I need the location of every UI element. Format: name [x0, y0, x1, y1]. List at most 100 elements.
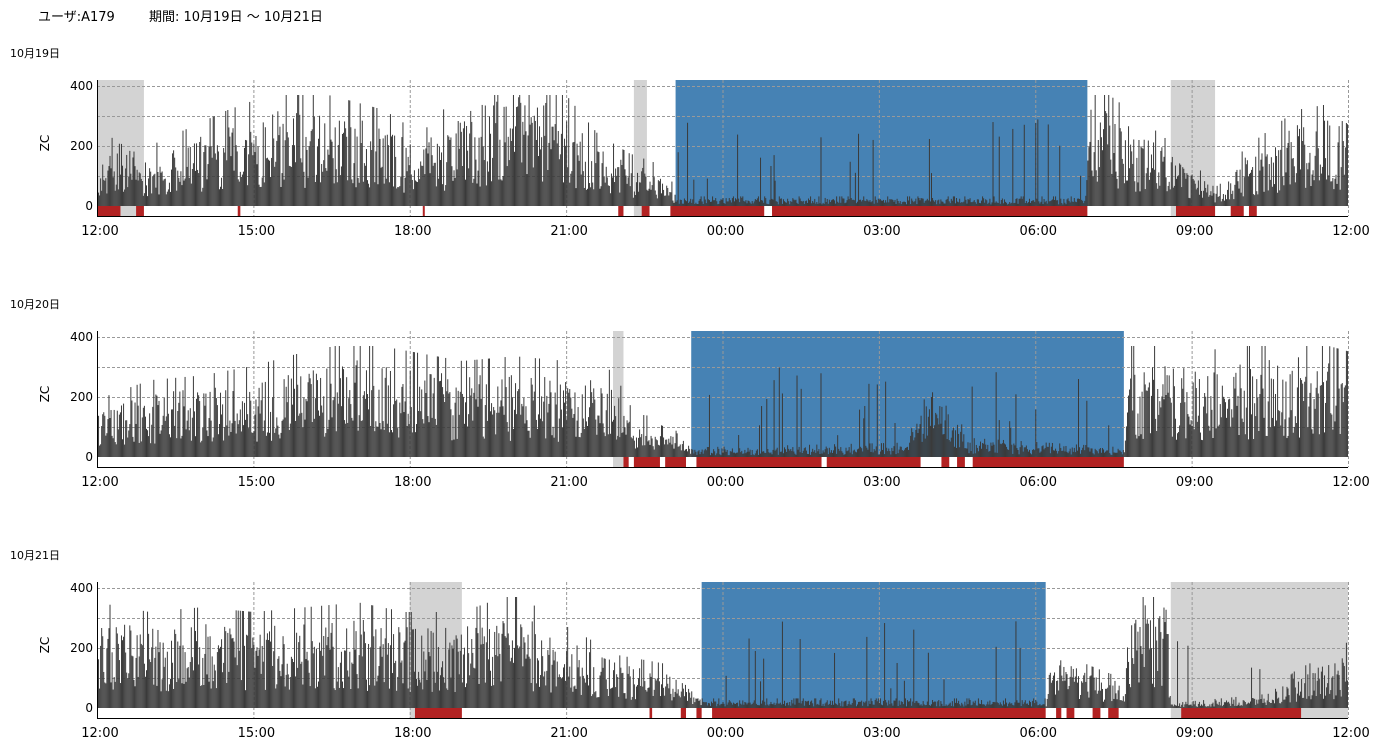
activity-bar — [737, 134, 739, 206]
activity-bar — [874, 450, 876, 457]
activity-bar — [160, 172, 162, 206]
activity-bar — [1110, 454, 1112, 457]
activity-bar — [1105, 111, 1107, 206]
activity-bar — [794, 704, 796, 708]
activity-bar — [250, 611, 252, 708]
activity-bar — [840, 447, 842, 457]
activity-bar — [555, 686, 557, 708]
activity-bar — [272, 397, 274, 457]
activity-bar — [1101, 150, 1103, 206]
activity-bar — [711, 701, 713, 708]
activity-bar — [1244, 157, 1246, 206]
activity-bar — [1089, 676, 1091, 708]
activity-bar — [1215, 428, 1217, 457]
activity-bar — [1333, 347, 1335, 457]
activity-bar — [1301, 109, 1303, 206]
activity-bar — [666, 439, 668, 457]
activity-bar — [1150, 648, 1152, 708]
activity-bar — [1011, 444, 1013, 457]
activity-bar — [275, 688, 277, 708]
activity-bar — [531, 384, 533, 457]
activity-bar — [270, 641, 272, 708]
activity-bar — [859, 199, 861, 206]
activity-bar — [1285, 696, 1287, 708]
activity-bar — [797, 449, 799, 457]
activity-bar — [620, 159, 622, 206]
activity-bar — [1135, 191, 1137, 206]
activity-bar — [904, 698, 906, 708]
activity-bar — [242, 171, 244, 206]
activity-bar — [603, 176, 605, 206]
activity-bar — [1228, 701, 1230, 708]
activity-bar — [292, 118, 294, 206]
activity-bar — [1032, 700, 1034, 708]
activity-bar — [666, 674, 668, 708]
activity-bar — [573, 414, 575, 457]
activity-bar — [1180, 164, 1182, 206]
activity-bar — [1042, 445, 1044, 457]
x-tick-label: 18:00 — [394, 475, 431, 490]
activity-bar — [572, 417, 574, 457]
activity-bar — [256, 164, 258, 206]
activity-bar — [169, 437, 171, 457]
activity-bar — [205, 145, 207, 206]
activity-bar — [323, 396, 325, 457]
activity-bar — [941, 406, 943, 457]
rest-marker — [665, 457, 687, 467]
activity-bar — [273, 651, 275, 708]
activity-bar — [1070, 666, 1072, 708]
activity-bar — [1312, 673, 1314, 708]
activity-bar — [475, 159, 477, 206]
activity-bar — [1282, 379, 1284, 457]
activity-bar — [133, 441, 135, 457]
activity-bar — [909, 442, 911, 457]
activity-bar — [1233, 699, 1235, 708]
activity-bar — [554, 124, 556, 206]
activity-bar — [162, 642, 164, 708]
activity-bar — [653, 689, 655, 708]
activity-bar — [1183, 706, 1185, 708]
activity-bar — [1157, 188, 1159, 206]
activity-bar — [1317, 667, 1319, 708]
activity-bar — [451, 440, 453, 457]
activity-bar — [1167, 185, 1169, 206]
activity-bar — [631, 438, 633, 457]
activity-bar — [1271, 186, 1273, 206]
activity-bar — [608, 185, 610, 206]
activity-bar — [158, 652, 160, 708]
activity-bar — [126, 672, 128, 708]
activity-bar — [1080, 175, 1082, 206]
activity-bar — [201, 685, 203, 708]
x-tick-label: 12:00 — [1332, 726, 1369, 741]
activity-bar — [215, 398, 217, 457]
activity-bar — [1174, 705, 1176, 708]
activity-bar — [141, 417, 143, 457]
activity-bar — [362, 395, 364, 457]
activity-bar — [604, 436, 606, 457]
activity-bar — [136, 384, 138, 457]
activity-bar — [261, 177, 263, 206]
activity-bar — [275, 161, 277, 206]
rest-marker — [696, 708, 702, 718]
activity-bar — [1240, 704, 1242, 708]
rest-marker — [772, 206, 1088, 216]
activity-bar — [1227, 189, 1229, 206]
activity-bar — [618, 167, 620, 206]
activity-bar — [990, 704, 992, 708]
activity-bar — [964, 448, 966, 457]
activity-bar — [1093, 454, 1095, 457]
activity-bar — [208, 681, 210, 708]
activity-bar — [853, 449, 855, 457]
activity-bar — [1006, 702, 1008, 708]
activity-bar — [547, 169, 549, 206]
activity-bar — [686, 692, 688, 708]
activity-bar — [178, 402, 180, 457]
activity-bar — [982, 704, 984, 708]
activity-bar — [1338, 675, 1340, 708]
activity-bar — [184, 376, 186, 457]
activity-bar — [673, 697, 675, 708]
activity-bar — [112, 177, 114, 206]
activity-bar — [986, 200, 988, 206]
activity-bar — [764, 196, 766, 206]
activity-bar — [540, 149, 542, 206]
